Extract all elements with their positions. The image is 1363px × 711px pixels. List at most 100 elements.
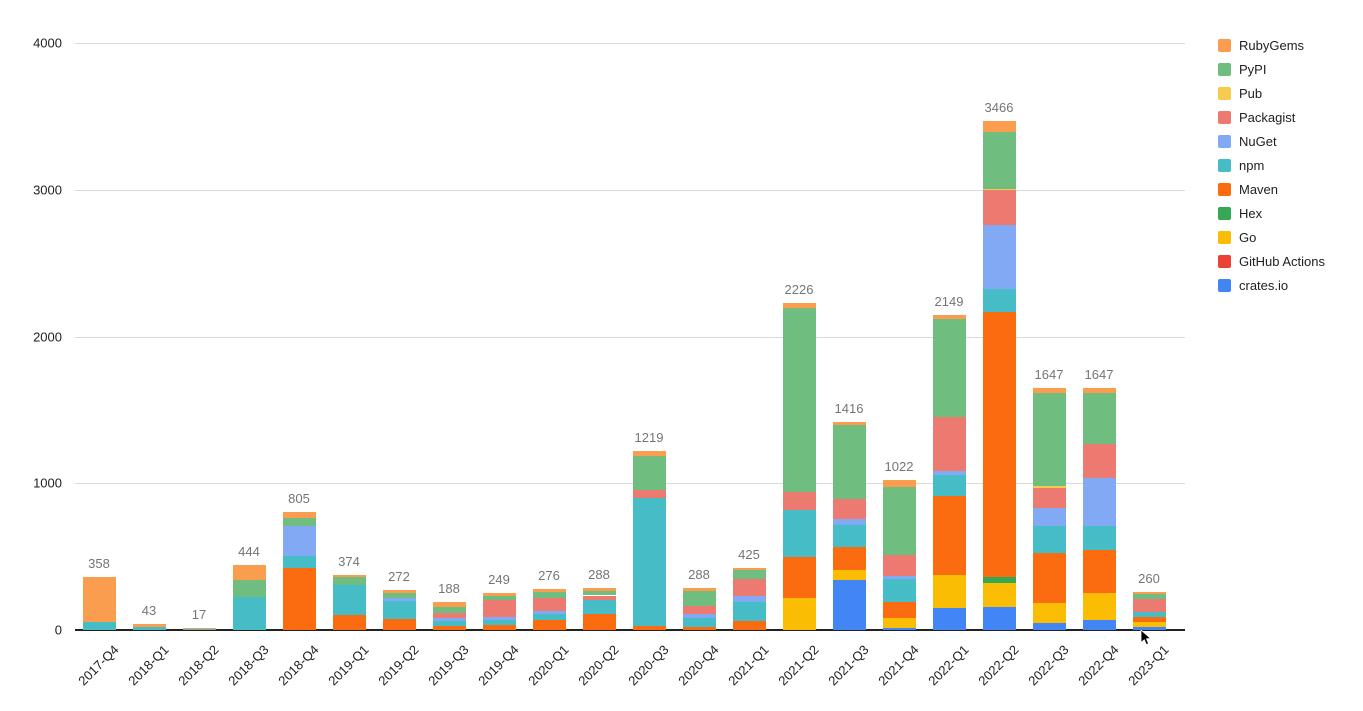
bar-segment-rubygems[interactable] — [732, 567, 766, 571]
bar-segment-packagist[interactable] — [1032, 487, 1066, 508]
bar-segment-rubygems[interactable] — [782, 303, 816, 309]
bar-segment-rubygems[interactable] — [932, 314, 966, 319]
bar-segment-rubygems[interactable] — [832, 422, 866, 425]
bar-segment-npm[interactable] — [932, 474, 966, 497]
bar-segment-npm[interactable] — [682, 618, 716, 627]
bar-segment-maven[interactable] — [732, 620, 766, 630]
bar-segment-packagist[interactable] — [882, 555, 916, 576]
bar-segment-rubygems[interactable] — [982, 121, 1016, 133]
bar-segment-maven[interactable] — [432, 626, 466, 630]
bar-segment-pypi[interactable] — [982, 132, 1016, 189]
bar-segment-nuget[interactable] — [682, 614, 716, 619]
bar-segment-pypi[interactable] — [832, 424, 866, 499]
bar-segment-nuget[interactable] — [1082, 477, 1116, 527]
bar-segment-maven[interactable] — [332, 614, 366, 630]
bar-segment-crates-io[interactable] — [1132, 627, 1166, 630]
bar-segment-crates-io[interactable] — [882, 628, 916, 630]
bar-segment-hex[interactable] — [982, 577, 1016, 584]
bar-segment-nuget[interactable] — [482, 617, 516, 620]
bar-segment-rubygems[interactable] — [882, 480, 916, 488]
bar-segment-maven[interactable] — [932, 496, 966, 575]
bar-segment-npm[interactable] — [132, 627, 166, 630]
bar-segment-npm[interactable] — [632, 497, 666, 626]
bar-segment-rubygems[interactable] — [132, 623, 166, 628]
bar-segment-rubygems[interactable] — [82, 577, 116, 622]
bar-segment-pypi[interactable] — [532, 591, 566, 598]
legend-item-go[interactable]: Go — [1218, 230, 1256, 245]
bar-segment-npm[interactable] — [332, 584, 366, 615]
bar-segment-maven[interactable] — [782, 556, 816, 599]
bar-segment-packagist[interactable] — [682, 606, 716, 614]
bar-segment-nuget[interactable] — [832, 518, 866, 526]
bar-segment-npm[interactable] — [432, 621, 466, 627]
bar-segment-crates-io[interactable] — [1032, 622, 1066, 630]
bar-segment-go[interactable] — [1032, 603, 1066, 623]
bar-segment-npm[interactable] — [982, 288, 1016, 313]
bar-segment-rubygems[interactable] — [632, 451, 666, 457]
bar-segment-pypi[interactable] — [582, 591, 616, 596]
bar-segment-npm[interactable] — [1082, 526, 1116, 551]
bar-segment-packagist[interactable] — [782, 492, 816, 510]
bar-segment-rubygems[interactable] — [582, 587, 616, 592]
bar-segment-maven[interactable] — [632, 625, 666, 630]
bar-segment-npm[interactable] — [882, 578, 916, 602]
bar-segment-crates-io[interactable] — [982, 606, 1016, 630]
bar-segment-pypi[interactable] — [232, 579, 266, 598]
legend-item-rubygems[interactable]: RubyGems — [1218, 38, 1304, 53]
bar-segment-rubygems[interactable] — [532, 589, 566, 592]
bar-segment-pypi[interactable] — [932, 318, 966, 418]
bar-segment-maven[interactable] — [382, 619, 416, 630]
bar-segment-pypi[interactable] — [482, 595, 516, 601]
bar-segment-pypi[interactable] — [882, 487, 916, 555]
bar-segment-npm[interactable] — [832, 525, 866, 548]
bar-segment-maven[interactable] — [982, 312, 1016, 578]
bar-segment-maven[interactable] — [1132, 617, 1166, 623]
bar-segment-pypi[interactable] — [1082, 392, 1116, 444]
bar-segment-pub[interactable] — [982, 188, 1016, 191]
bar-segment-maven[interactable] — [582, 614, 616, 630]
bar-segment-npm[interactable] — [1032, 526, 1066, 553]
bar-segment-nuget[interactable] — [532, 611, 566, 614]
bar-segment-packagist[interactable] — [582, 595, 616, 601]
bar-segment-pypi[interactable] — [732, 570, 766, 579]
bar-segment-rubygems[interactable] — [382, 590, 416, 593]
bar-segment-nuget[interactable] — [932, 470, 966, 475]
bar-segment-rubygems[interactable] — [232, 564, 266, 580]
bar-segment-maven[interactable] — [532, 620, 566, 630]
bar-segment-npm[interactable] — [732, 601, 766, 621]
legend-item-pub[interactable]: Pub — [1218, 86, 1262, 101]
bar-segment-pypi[interactable] — [682, 591, 716, 607]
bar-segment-packagist[interactable] — [932, 417, 966, 471]
bar-segment-packagist[interactable] — [732, 578, 766, 596]
legend-item-maven[interactable]: Maven — [1218, 182, 1278, 197]
bar-segment-packagist[interactable] — [1132, 599, 1166, 612]
legend-item-github-actions[interactable]: GitHub Actions — [1218, 254, 1325, 269]
bar-segment-pypi[interactable] — [282, 518, 316, 526]
bar-segment-packagist[interactable] — [832, 498, 866, 519]
legend-item-npm[interactable]: npm — [1218, 158, 1264, 173]
bar-segment-maven[interactable] — [282, 568, 316, 630]
bar-segment-packagist[interactable] — [432, 613, 466, 618]
bar-segment-pypi[interactable] — [1132, 594, 1166, 600]
bar-segment-packagist[interactable] — [632, 489, 666, 498]
bar-segment-nuget[interactable] — [382, 597, 416, 601]
bar-segment-rubygems[interactable] — [332, 575, 366, 577]
bar-segment-maven[interactable] — [682, 626, 716, 630]
bar-segment-maven[interactable] — [832, 547, 866, 570]
bar-segment-maven[interactable] — [1032, 552, 1066, 604]
bar-segment-rubygems[interactable] — [182, 627, 216, 629]
bar-segment-pypi[interactable] — [382, 592, 416, 598]
bar-segment-nuget[interactable] — [732, 595, 766, 602]
bar-segment-npm[interactable] — [232, 597, 266, 630]
bar-segment-go[interactable] — [932, 574, 966, 609]
bar-segment-npm[interactable] — [582, 600, 616, 615]
bar-segment-go[interactable] — [1132, 622, 1166, 628]
bar-segment-go[interactable] — [832, 569, 866, 580]
bar-segment-npm[interactable] — [782, 509, 816, 557]
bar-segment-nuget[interactable] — [282, 525, 316, 557]
legend-item-pypi[interactable]: PyPI — [1218, 62, 1266, 77]
legend-item-nuget[interactable]: NuGet — [1218, 134, 1277, 149]
bar-segment-maven[interactable] — [882, 601, 916, 618]
bar-segment-npm[interactable] — [482, 619, 516, 625]
bar-segment-maven[interactable] — [482, 624, 516, 630]
